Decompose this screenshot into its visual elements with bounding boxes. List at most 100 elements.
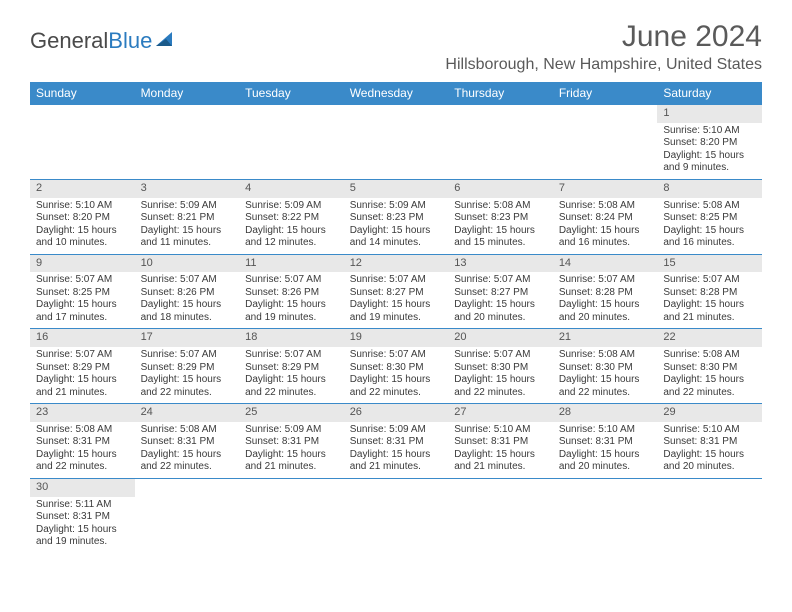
- day-details: Sunrise: 5:09 AMSunset: 8:31 PMDaylight:…: [239, 422, 344, 478]
- calendar-day: 8Sunrise: 5:08 AMSunset: 8:25 PMDaylight…: [657, 179, 762, 254]
- day-details: Sunrise: 5:07 AMSunset: 8:27 PMDaylight:…: [448, 272, 553, 328]
- calendar-day: 10Sunrise: 5:07 AMSunset: 8:26 PMDayligh…: [135, 254, 240, 329]
- day-details: Sunrise: 5:07 AMSunset: 8:29 PMDaylight:…: [135, 347, 240, 403]
- day-details: Sunrise: 5:07 AMSunset: 8:30 PMDaylight:…: [448, 347, 553, 403]
- day-number: 14: [553, 255, 658, 273]
- calendar-empty: [448, 478, 553, 552]
- day-number: 11: [239, 255, 344, 273]
- day-number: 10: [135, 255, 240, 273]
- calendar-empty: [344, 478, 449, 552]
- day-number: 7: [553, 180, 658, 198]
- calendar-day: 2Sunrise: 5:10 AMSunset: 8:20 PMDaylight…: [30, 179, 135, 254]
- day-number: 6: [448, 180, 553, 198]
- logo-text-blue: Blue: [108, 28, 152, 54]
- weekday-header: Thursday: [448, 82, 553, 105]
- weekday-header: Sunday: [30, 82, 135, 105]
- calendar-header-row: SundayMondayTuesdayWednesdayThursdayFrid…: [30, 82, 762, 105]
- calendar-day: 6Sunrise: 5:08 AMSunset: 8:23 PMDaylight…: [448, 179, 553, 254]
- calendar-day: 24Sunrise: 5:08 AMSunset: 8:31 PMDayligh…: [135, 404, 240, 479]
- calendar-day: 14Sunrise: 5:07 AMSunset: 8:28 PMDayligh…: [553, 254, 658, 329]
- calendar-day: 30Sunrise: 5:11 AMSunset: 8:31 PMDayligh…: [30, 478, 135, 552]
- calendar-body: 1Sunrise: 5:10 AMSunset: 8:20 PMDaylight…: [30, 105, 762, 553]
- day-number: 18: [239, 329, 344, 347]
- day-details: Sunrise: 5:10 AMSunset: 8:20 PMDaylight:…: [30, 198, 135, 254]
- calendar-day: 22Sunrise: 5:08 AMSunset: 8:30 PMDayligh…: [657, 329, 762, 404]
- weekday-header: Saturday: [657, 82, 762, 105]
- calendar-day: 9Sunrise: 5:07 AMSunset: 8:25 PMDaylight…: [30, 254, 135, 329]
- calendar-day: 1Sunrise: 5:10 AMSunset: 8:20 PMDaylight…: [657, 105, 762, 180]
- day-details: Sunrise: 5:07 AMSunset: 8:25 PMDaylight:…: [30, 272, 135, 328]
- day-details: Sunrise: 5:07 AMSunset: 8:28 PMDaylight:…: [657, 272, 762, 328]
- calendar-empty: [553, 478, 658, 552]
- day-number: 12: [344, 255, 449, 273]
- day-number: 28: [553, 404, 658, 422]
- calendar-day: 7Sunrise: 5:08 AMSunset: 8:24 PMDaylight…: [553, 179, 658, 254]
- day-number: 22: [657, 329, 762, 347]
- weekday-header: Friday: [553, 82, 658, 105]
- day-number: 26: [344, 404, 449, 422]
- calendar-empty: [239, 478, 344, 552]
- day-details: Sunrise: 5:08 AMSunset: 8:23 PMDaylight:…: [448, 198, 553, 254]
- calendar-day: 27Sunrise: 5:10 AMSunset: 8:31 PMDayligh…: [448, 404, 553, 479]
- day-number: 23: [30, 404, 135, 422]
- day-details: Sunrise: 5:07 AMSunset: 8:29 PMDaylight:…: [30, 347, 135, 403]
- day-details: Sunrise: 5:08 AMSunset: 8:30 PMDaylight:…: [657, 347, 762, 403]
- location: Hillsborough, New Hampshire, United Stat…: [445, 56, 762, 74]
- day-number: 25: [239, 404, 344, 422]
- day-number: 2: [30, 180, 135, 198]
- day-number: 4: [239, 180, 344, 198]
- calendar-day: 25Sunrise: 5:09 AMSunset: 8:31 PMDayligh…: [239, 404, 344, 479]
- calendar-day: 28Sunrise: 5:10 AMSunset: 8:31 PMDayligh…: [553, 404, 658, 479]
- header: GeneralBlue June 2024 Hillsborough, New …: [30, 20, 762, 74]
- day-number: 24: [135, 404, 240, 422]
- calendar-day: 29Sunrise: 5:10 AMSunset: 8:31 PMDayligh…: [657, 404, 762, 479]
- day-details: Sunrise: 5:07 AMSunset: 8:30 PMDaylight:…: [344, 347, 449, 403]
- day-number: 19: [344, 329, 449, 347]
- calendar-empty: [135, 105, 240, 180]
- calendar-day: 4Sunrise: 5:09 AMSunset: 8:22 PMDaylight…: [239, 179, 344, 254]
- calendar-day: 26Sunrise: 5:09 AMSunset: 8:31 PMDayligh…: [344, 404, 449, 479]
- calendar-day: 19Sunrise: 5:07 AMSunset: 8:30 PMDayligh…: [344, 329, 449, 404]
- calendar-table: SundayMondayTuesdayWednesdayThursdayFrid…: [30, 82, 762, 553]
- weekday-header: Monday: [135, 82, 240, 105]
- calendar-day: 12Sunrise: 5:07 AMSunset: 8:27 PMDayligh…: [344, 254, 449, 329]
- day-details: Sunrise: 5:09 AMSunset: 8:31 PMDaylight:…: [344, 422, 449, 478]
- calendar-day: 18Sunrise: 5:07 AMSunset: 8:29 PMDayligh…: [239, 329, 344, 404]
- calendar-empty: [448, 105, 553, 180]
- calendar-empty: [239, 105, 344, 180]
- calendar-empty: [30, 105, 135, 180]
- calendar-row: 9Sunrise: 5:07 AMSunset: 8:25 PMDaylight…: [30, 254, 762, 329]
- title-block: June 2024 Hillsborough, New Hampshire, U…: [445, 20, 762, 74]
- weekday-header: Wednesday: [344, 82, 449, 105]
- calendar-row: 16Sunrise: 5:07 AMSunset: 8:29 PMDayligh…: [30, 329, 762, 404]
- calendar-day: 16Sunrise: 5:07 AMSunset: 8:29 PMDayligh…: [30, 329, 135, 404]
- calendar-day: 23Sunrise: 5:08 AMSunset: 8:31 PMDayligh…: [30, 404, 135, 479]
- day-details: Sunrise: 5:07 AMSunset: 8:28 PMDaylight:…: [553, 272, 658, 328]
- calendar-day: 20Sunrise: 5:07 AMSunset: 8:30 PMDayligh…: [448, 329, 553, 404]
- calendar-day: 5Sunrise: 5:09 AMSunset: 8:23 PMDaylight…: [344, 179, 449, 254]
- calendar-empty: [344, 105, 449, 180]
- day-details: Sunrise: 5:08 AMSunset: 8:31 PMDaylight:…: [30, 422, 135, 478]
- calendar-empty: [657, 478, 762, 552]
- day-number: 3: [135, 180, 240, 198]
- calendar-day: 11Sunrise: 5:07 AMSunset: 8:26 PMDayligh…: [239, 254, 344, 329]
- day-details: Sunrise: 5:10 AMSunset: 8:31 PMDaylight:…: [657, 422, 762, 478]
- logo-sail-icon: [154, 28, 176, 54]
- day-number: 9: [30, 255, 135, 273]
- day-details: Sunrise: 5:07 AMSunset: 8:27 PMDaylight:…: [344, 272, 449, 328]
- weekday-header: Tuesday: [239, 82, 344, 105]
- day-details: Sunrise: 5:10 AMSunset: 8:20 PMDaylight:…: [657, 123, 762, 179]
- day-details: Sunrise: 5:08 AMSunset: 8:30 PMDaylight:…: [553, 347, 658, 403]
- calendar-row: 1Sunrise: 5:10 AMSunset: 8:20 PMDaylight…: [30, 105, 762, 180]
- day-number: 13: [448, 255, 553, 273]
- calendar-row: 2Sunrise: 5:10 AMSunset: 8:20 PMDaylight…: [30, 179, 762, 254]
- day-details: Sunrise: 5:10 AMSunset: 8:31 PMDaylight:…: [448, 422, 553, 478]
- day-details: Sunrise: 5:08 AMSunset: 8:25 PMDaylight:…: [657, 198, 762, 254]
- day-details: Sunrise: 5:07 AMSunset: 8:26 PMDaylight:…: [135, 272, 240, 328]
- day-number: 21: [553, 329, 658, 347]
- day-details: Sunrise: 5:08 AMSunset: 8:31 PMDaylight:…: [135, 422, 240, 478]
- day-details: Sunrise: 5:07 AMSunset: 8:29 PMDaylight:…: [239, 347, 344, 403]
- day-details: Sunrise: 5:09 AMSunset: 8:23 PMDaylight:…: [344, 198, 449, 254]
- day-details: Sunrise: 5:09 AMSunset: 8:22 PMDaylight:…: [239, 198, 344, 254]
- calendar-day: 17Sunrise: 5:07 AMSunset: 8:29 PMDayligh…: [135, 329, 240, 404]
